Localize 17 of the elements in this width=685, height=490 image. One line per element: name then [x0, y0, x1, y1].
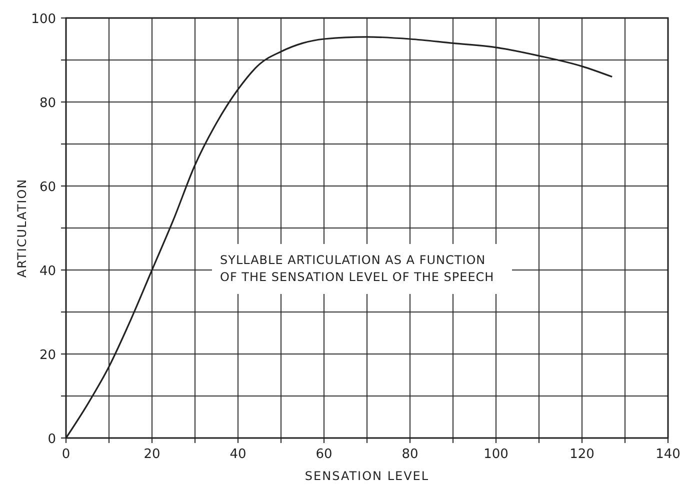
x-tick-label: 20 — [144, 447, 160, 462]
y-tick-label: 80 — [39, 96, 56, 111]
x-tick-label: 80 — [402, 447, 418, 462]
y-tick-label: 0 — [48, 432, 56, 447]
x-tick-label: 120 — [570, 447, 594, 462]
x-tick-label: 60 — [316, 447, 332, 462]
y-tick-label: 100 — [31, 12, 56, 27]
y-tick-label: 40 — [39, 264, 56, 279]
x-tick-label: 40 — [230, 447, 246, 462]
x-axis-title: SENSATION LEVEL — [304, 469, 430, 483]
annotation: SYLLABLE ARTICULATION AS A FUNCTION OF THE SENSATION LEVEL OF THE SPEECH — [220, 253, 494, 284]
x-tick-label: 100 — [484, 447, 508, 462]
x-tick-label: 140 — [656, 447, 680, 462]
y-axis-title: ARTICULATION — [15, 178, 29, 278]
x-tick-label: 0 — [62, 447, 70, 462]
y-tick-label: 20 — [39, 348, 56, 363]
y-tick-label: 60 — [39, 180, 56, 195]
